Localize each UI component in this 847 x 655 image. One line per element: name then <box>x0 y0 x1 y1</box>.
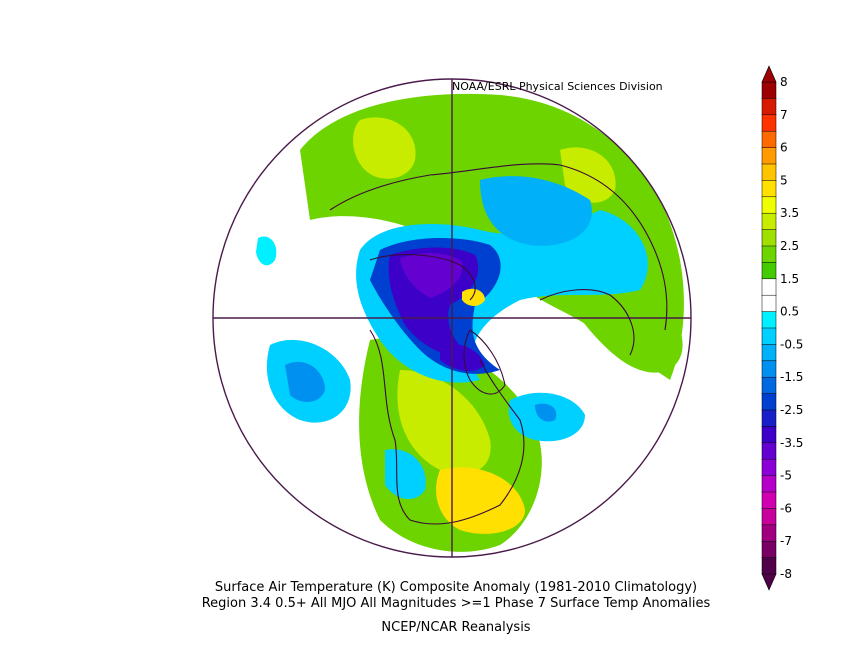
coastline-europe <box>539 289 635 356</box>
caption-source: NCEP/NCAR Reanalysis <box>381 620 531 635</box>
colorbar-swatch <box>761 196 777 214</box>
colorbar-tick-label: -6 <box>780 501 792 515</box>
colorbar-tick-label: -5 <box>780 469 792 483</box>
colorbar-swatch <box>761 475 777 493</box>
colorbar-swatch <box>761 344 777 362</box>
coastline-north-america <box>369 329 525 525</box>
colorbar-swatch <box>761 163 777 181</box>
colorbar-swatch <box>761 180 777 198</box>
negative-region-atlantic-core <box>535 403 557 422</box>
polar-anomaly-map <box>212 78 692 558</box>
colorbar-swatch <box>761 540 777 559</box>
negative-region-aleutian <box>256 236 277 266</box>
colorbar-tick-label: -1.5 <box>780 370 803 384</box>
colorbar-swatch <box>761 294 777 313</box>
colorbar-swatch <box>761 458 777 477</box>
colorbar-swatch <box>761 114 777 132</box>
coastline-greenland <box>463 329 506 395</box>
colorbar-swatch <box>761 278 777 296</box>
cold-core-hudson <box>440 343 485 372</box>
colorbar-fills <box>761 65 777 591</box>
colorbar-tick-label: -3.5 <box>780 436 803 450</box>
colorbar-swatch <box>761 442 777 460</box>
colorbar-swatch <box>761 81 777 99</box>
colorbar-swatch <box>761 524 777 542</box>
colorbar-swatch <box>761 491 777 509</box>
coastline-arctic <box>369 254 476 301</box>
negative-region-pacific-core <box>285 361 325 402</box>
colorbar-swatch <box>761 508 777 526</box>
colorbar-tick-label: 8 <box>780 75 788 89</box>
coastlines <box>329 163 668 525</box>
negative-region-west-us <box>385 449 426 500</box>
cold-core-inner <box>400 253 463 298</box>
colorbar-swatch <box>761 409 777 427</box>
data-credit: NOAA/ESRL Physical Sciences Division <box>452 80 663 93</box>
colorbar-swatch <box>761 229 777 247</box>
colorbar-swatch <box>761 130 777 149</box>
colorbar-swatch <box>761 245 777 263</box>
colorbar-tick-label: -2.5 <box>780 403 803 417</box>
yellow-blob-canada <box>397 370 491 474</box>
negative-region-asia <box>480 176 592 246</box>
colorbar-top-cap <box>761 65 777 83</box>
colorbar-bottom-cap <box>761 573 777 591</box>
colorbar-ticks: 8 7 6 5 3.5 2.5 1.5 0.5 -0.5 -1.5 -2.5 -3.5 -5 -6 -7 -8 <box>780 75 803 581</box>
colorbar-tick-label: 5 <box>780 173 788 187</box>
yellow-blob-us <box>436 467 525 534</box>
colorbar-tick-label: -0.5 <box>780 337 803 351</box>
colorbar-swatch <box>761 557 777 575</box>
colorbar-tick-label: 3.5 <box>780 206 799 220</box>
caption-title: Surface Air Temperature (K) Composite An… <box>214 580 698 595</box>
caption-subtitle: Region 3.4 0.5+ All MJO All Magnitudes >… <box>201 596 711 611</box>
colorbar-tick-label: 0.5 <box>780 305 799 319</box>
colorbar-tick-label: -8 <box>780 567 792 581</box>
colorbar-swatch <box>761 360 777 378</box>
colorbar-swatch <box>761 311 777 329</box>
colorbar-swatch <box>761 262 777 280</box>
colorbar-swatch <box>761 212 777 231</box>
colorbar-tick-label: 1.5 <box>780 272 799 286</box>
colorbar-swatch <box>761 426 777 444</box>
colorbar-swatch <box>761 393 777 411</box>
coastline-eurasia <box>329 163 668 331</box>
colorbar-tick-label: 7 <box>780 108 788 122</box>
colorbar-tick-label: -7 <box>780 534 792 548</box>
graticule <box>212 78 692 558</box>
colorbar-swatch <box>761 327 777 345</box>
warm-spot-barents <box>462 288 485 306</box>
colorbar-tick-label: 2.5 <box>780 239 799 253</box>
anomaly-field <box>256 93 684 552</box>
colorbar-tick-label: 6 <box>780 141 788 155</box>
yellow-blob-siberia <box>353 117 416 179</box>
colorbar-swatch <box>761 98 777 116</box>
colorbar-swatch <box>761 147 777 165</box>
colorbar-swatch <box>761 376 777 395</box>
